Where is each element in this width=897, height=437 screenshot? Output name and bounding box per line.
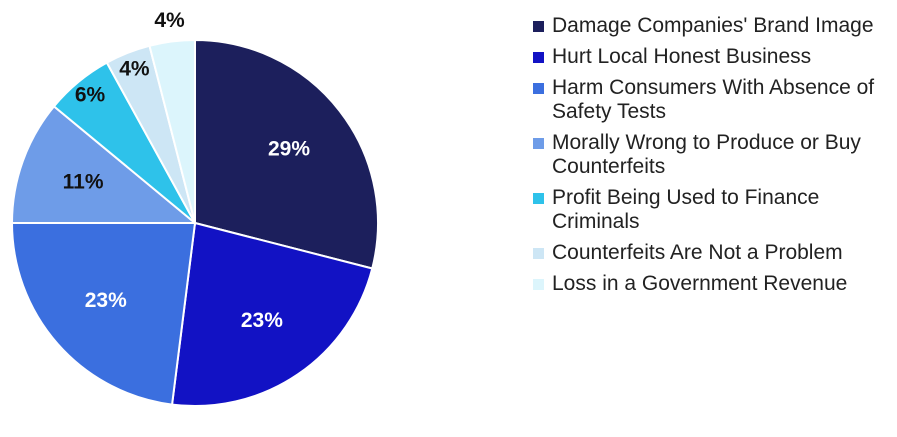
- legend-item: Damage Companies' Brand Image: [533, 14, 893, 38]
- pie-slice: [194, 38, 379, 270]
- pie-slice: [10, 104, 198, 224]
- legend-item: Loss in a Government Revenue: [533, 272, 893, 296]
- legend-label: Loss in a Government Revenue: [552, 272, 848, 295]
- data-label: 4%: [154, 9, 185, 32]
- legend-label: Harm Consumers With Absence of Safety Te…: [552, 76, 875, 123]
- legend-item: Profit Being Used to Finance Criminals: [533, 186, 893, 234]
- pie-slice: [10, 222, 197, 406]
- legend-swatch: [533, 248, 544, 259]
- pie-area: 29% 23% 23% 11% 6% 4% 4%: [10, 9, 379, 407]
- data-label: 23%: [241, 309, 283, 332]
- legend-item: Morally Wrong to Produce or Buy Counterf…: [533, 131, 893, 179]
- legend-label: Hurt Local Honest Business: [552, 45, 812, 68]
- data-label: 4%: [119, 57, 150, 80]
- pie-slice: [170, 221, 374, 407]
- data-label: 11%: [63, 170, 104, 193]
- legend-swatch: [533, 21, 544, 32]
- legend-label: Counterfeits Are Not a Problem: [552, 241, 843, 264]
- legend-swatch: [533, 52, 544, 63]
- data-label: 6%: [75, 84, 106, 107]
- legend-swatch: [533, 193, 544, 204]
- legend-swatch: [533, 138, 544, 149]
- legend-label: Morally Wrong to Produce or Buy Counterf…: [552, 131, 861, 178]
- legend: Damage Companies' Brand Image Hurt Local …: [533, 14, 893, 303]
- legend-label: Damage Companies' Brand Image: [552, 14, 874, 37]
- legend-label: Profit Being Used to Finance Criminals: [552, 186, 820, 233]
- data-label: 29%: [268, 138, 310, 161]
- legend-swatch: [533, 83, 544, 94]
- legend-item: Counterfeits Are Not a Problem: [533, 241, 893, 265]
- data-label: 23%: [85, 289, 127, 312]
- legend-swatch: [533, 279, 544, 290]
- pie-slice: [148, 38, 196, 224]
- legend-item: Harm Consumers With Absence of Safety Te…: [533, 76, 893, 124]
- legend-item: Hurt Local Honest Business: [533, 45, 893, 69]
